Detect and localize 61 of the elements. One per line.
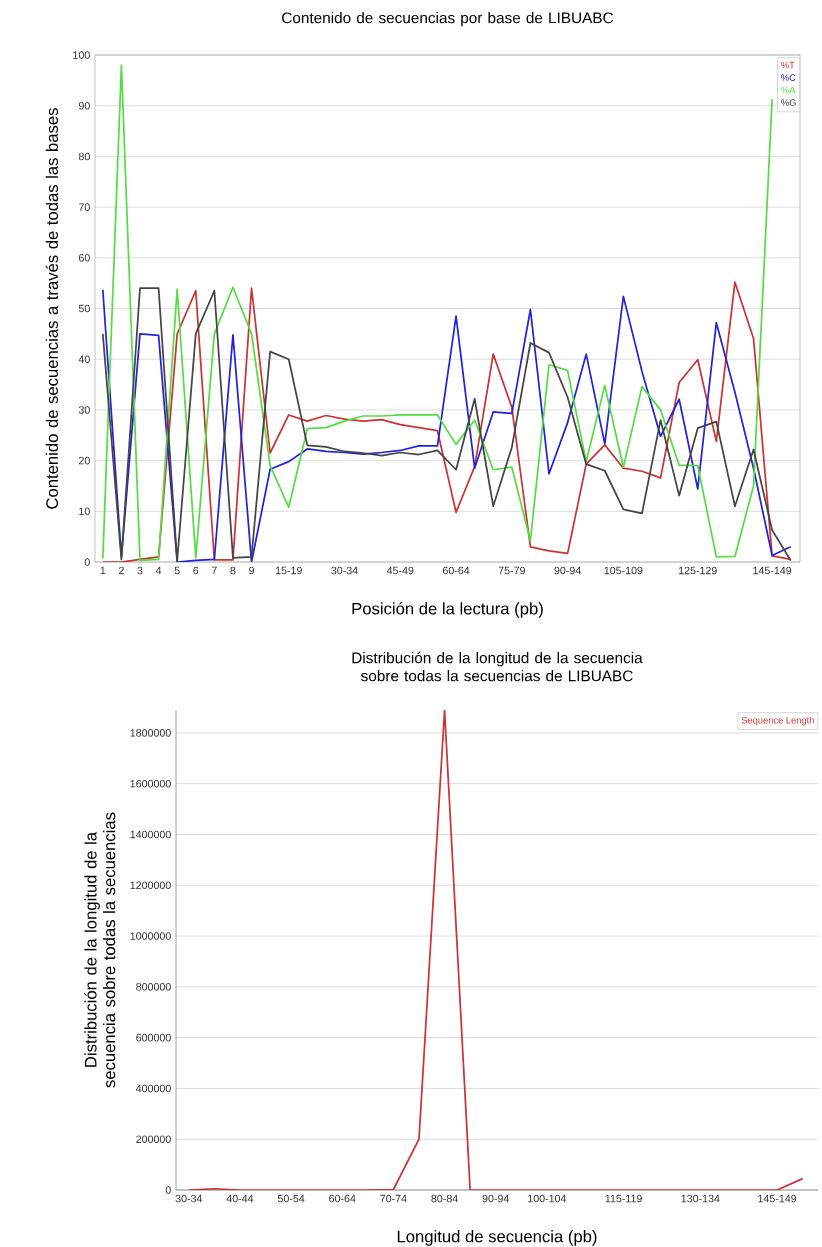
text: Sequence Length: [741, 716, 814, 726]
x-tick-label: 5: [174, 566, 180, 575]
x-tick-label: 8: [230, 566, 236, 575]
x-tick-label: 50-54: [277, 1194, 305, 1203]
x-tick-label: 75-79: [498, 566, 525, 575]
y-tick-label: 70: [78, 203, 90, 211]
y-tick-label: 20: [78, 456, 90, 465]
x-tick-label: 115-119: [605, 1194, 642, 1203]
y-tick-label: 200000: [136, 1135, 171, 1143]
chart-title: Distribución de la longitud de la secuencia sobre todas la secuencias de LIBUABC: [352, 651, 643, 682]
y-tick-label: 600000: [136, 1033, 171, 1042]
x-tick-label: 7: [211, 566, 217, 575]
x-tick-label: 3: [137, 566, 143, 575]
y-tick-label: 800000: [136, 983, 171, 991]
y-axis-title: Distribución de la longitud de la secuencia sobre todas la secuencias: [84, 812, 116, 1088]
text: %G: [781, 99, 796, 106]
y-tick-label: 90: [78, 101, 90, 110]
x-tick-label: 80-84: [431, 1194, 458, 1203]
y-tick-label: 0: [165, 1186, 171, 1194]
x-tick-label: 30-34: [175, 1194, 203, 1203]
y-tick-label: 80: [78, 152, 90, 161]
x-tick-label: 1: [100, 566, 106, 575]
x-tick-label: 30-34: [331, 566, 358, 575]
x-tick-label: 4: [155, 566, 162, 575]
x-tick-label: 15-19: [275, 566, 302, 575]
y-tick-label: 1200000: [130, 881, 171, 890]
y-tick-label: 60: [78, 254, 90, 262]
x-tick-label: 2: [118, 566, 124, 575]
x-tick-label: 9: [249, 566, 254, 575]
x-axis-title: Posición de la lectura (pb): [352, 602, 543, 618]
x-tick-label: 145-149: [758, 1194, 797, 1203]
y-tick-label: 0: [84, 558, 90, 566]
y-tick-label: 1600000: [130, 779, 171, 788]
x-tick-label: 90-94: [554, 566, 581, 575]
y-tick-label: 10: [79, 507, 90, 516]
series-label: %A: [781, 86, 796, 94]
x-tick-label: 45-49: [386, 566, 414, 575]
y-tick-label: 400000: [135, 1084, 171, 1093]
y-tick-label: 50: [78, 304, 90, 313]
y-tick-label: 40: [78, 355, 90, 363]
chart-title: Contenido de secuencias por base de LIBUABC: [282, 12, 614, 27]
x-tick-label: 90-94: [482, 1194, 510, 1203]
y-tick-label: 1800000: [130, 729, 171, 737]
x-tick-label: 60-64: [329, 1194, 356, 1203]
x-tick-label: 100-104: [528, 1194, 567, 1203]
y-tick-label: 1400000: [130, 830, 171, 839]
x-tick-label: 105-109: [604, 566, 643, 575]
y-tick-label: 1000000: [130, 932, 171, 940]
text: %T: [781, 61, 795, 69]
x-tick-label: 70-74: [380, 1194, 407, 1203]
x-tick-label: 125-129: [678, 566, 717, 575]
text: %C: [781, 74, 796, 81]
x-tick-label: 130-134: [681, 1194, 720, 1203]
y-axis-title: Contenido de secuencias a través de todas las bases: [45, 108, 59, 509]
y-tick-label: 100: [73, 51, 90, 59]
y-tick-label: 30: [78, 406, 90, 414]
x-tick-label: 40-44: [226, 1194, 254, 1203]
x-tick-label: 6: [193, 566, 199, 575]
x-axis-title: Longitud de secuencia (pb): [397, 1230, 597, 1246]
x-tick-label: 60-64: [442, 566, 470, 575]
x-tick-label: 145-149: [753, 566, 792, 575]
